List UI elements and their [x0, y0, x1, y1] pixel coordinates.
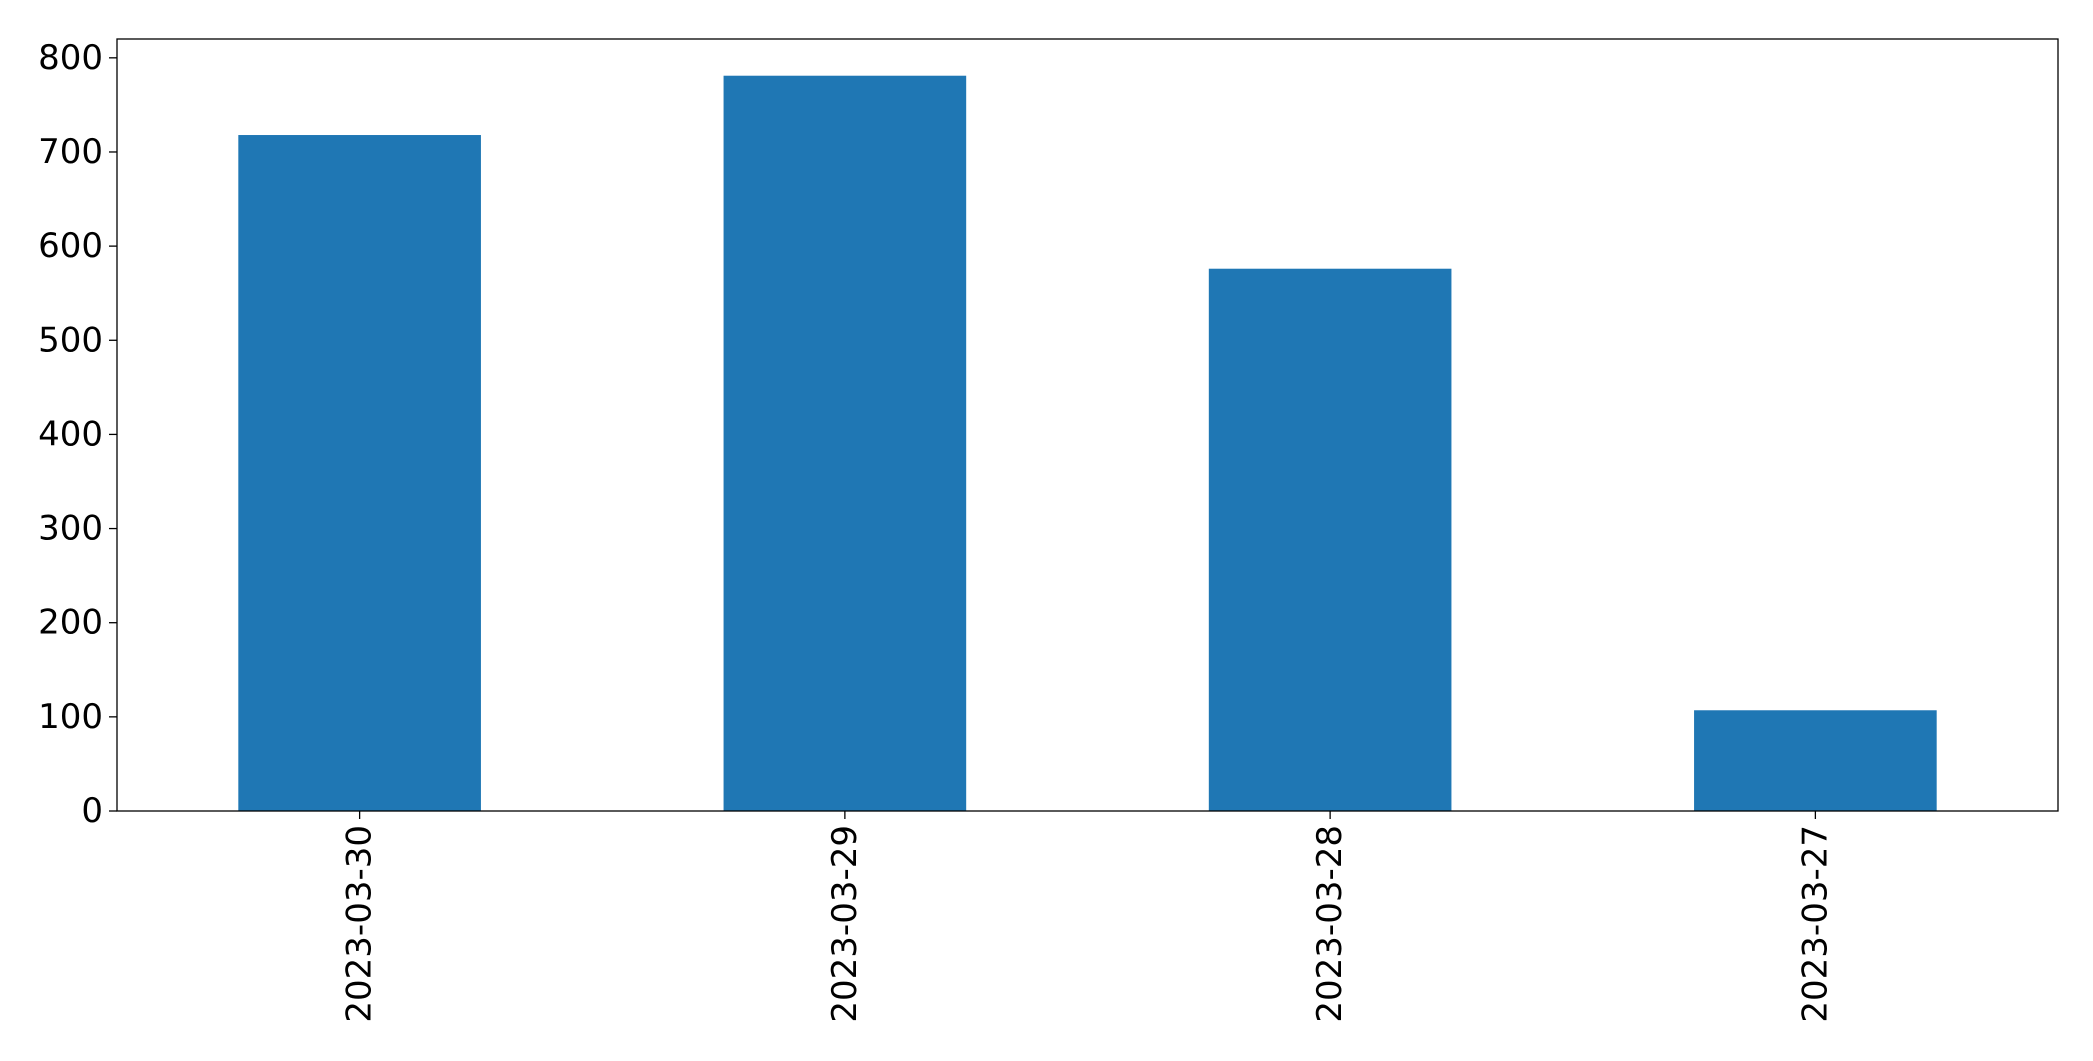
x-axis: 2023-03-30 2023-03-29 2023-03-28 2023-03-27 — [340, 811, 1835, 1023]
y-tick-label: 100 — [38, 697, 103, 737]
bar-2023-03-29 — [723, 75, 967, 812]
axes-layer — [116, 38, 2059, 812]
x-tick-label: 2023-03-28 — [1310, 825, 1350, 1023]
y-tick-label: 700 — [38, 132, 103, 172]
x-tick-label: 2023-03-27 — [1795, 825, 1835, 1023]
y-axis: 0 100 200 300 400 500 600 700 800 — [38, 38, 117, 831]
bar-2023-03-27 — [1694, 710, 1937, 811]
y-tick-label: 800 — [38, 38, 103, 78]
x-tick-label: 2023-03-30 — [340, 825, 380, 1023]
y-tick-label: 500 — [38, 320, 103, 360]
bars-layer — [238, 75, 1937, 812]
bar-2023-03-28 — [1208, 268, 1452, 812]
plot-frame — [116, 38, 2059, 812]
y-tick-label: 300 — [38, 509, 103, 549]
y-tick-label: 200 — [38, 603, 103, 643]
y-tick-label: 0 — [81, 791, 103, 831]
x-tick-label: 2023-03-29 — [825, 825, 865, 1023]
bar-2023-03-30 — [238, 135, 481, 811]
y-tick-label: 600 — [38, 226, 103, 266]
y-tick-label: 400 — [38, 414, 103, 454]
